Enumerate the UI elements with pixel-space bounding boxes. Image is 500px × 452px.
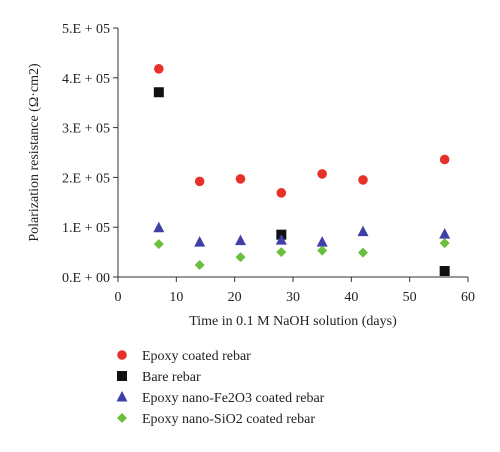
legend-marker [117,350,127,360]
y-axis-label: Polarization resistance (Ω·cm2) [27,63,42,242]
legend-item: Epoxy nano-Fe2O3 coated rebar [116,391,325,406]
y-tick-label: 5.E + 05 [62,22,110,37]
data-point [439,266,450,277]
axes [117,28,468,278]
legend: Epoxy coated rebar Bare rebar Epoxy nano-F… [116,349,325,427]
data-point [357,225,369,237]
data-point [235,234,246,246]
data-point [153,221,165,233]
legend-item: Epoxy coated rebar [117,349,251,364]
data-point [276,188,287,198]
x-axis-label: Time in 0.1 M NaOH solution (days) [189,314,397,329]
legend-label: Bare rebar [142,370,201,385]
data-point [194,260,205,271]
data-point [439,238,450,249]
data-point [154,64,164,74]
data-point [317,245,328,256]
x-tick-label: 40 [344,290,358,305]
x-tick-label: 20 [228,290,242,305]
data-point [153,87,164,98]
data-point [275,234,287,245]
x-tick-label: 10 [169,290,183,305]
legend-marker [117,413,127,423]
data-point [317,169,327,179]
y-tick-label: 4.E + 05 [62,72,110,87]
data-point [235,252,246,263]
series-epoxy-coated-rebar [154,64,450,198]
data-point [276,247,287,258]
y-tick-label: 3.E + 05 [62,122,110,137]
legend-marker [117,371,127,381]
legend-label: Epoxy nano-SiO2 coated rebar [142,412,315,427]
series-epoxy-nano-fe2o3-coated-rebar [153,221,451,247]
data-point [194,176,205,187]
y-tick-label: 0.E + 00 [62,271,110,286]
legend-label: Epoxy coated rebar [142,349,251,364]
data-point [358,247,368,258]
data-points [153,64,451,277]
x-tick-label: 60 [461,290,475,305]
data-point [194,236,206,247]
legend-item: Bare rebar [117,370,201,385]
data-point [439,154,450,165]
x-tick-label: 30 [286,290,300,305]
data-point [235,174,246,184]
data-point [153,239,164,250]
y-tick-label: 2.E + 05 [62,171,110,186]
x-tick-label: 50 [403,290,417,305]
legend-marker [116,391,128,402]
legend-item: Epoxy nano-SiO2 coated rebar [117,412,315,427]
legend-label: Epoxy nano-Fe2O3 coated rebar [142,391,325,406]
series-epoxy-nano-sio2-coated-rebar [153,238,450,271]
x-tick-label: 0 [115,290,122,305]
data-point [358,175,368,185]
data-point [439,228,451,239]
data-point [316,236,328,247]
y-tick-label: 1.E + 05 [62,221,110,236]
ticks: 0 10 20 30 40 50 60 0.E + 00 1.E + 05 2.E + 05 3.E… [62,22,475,305]
